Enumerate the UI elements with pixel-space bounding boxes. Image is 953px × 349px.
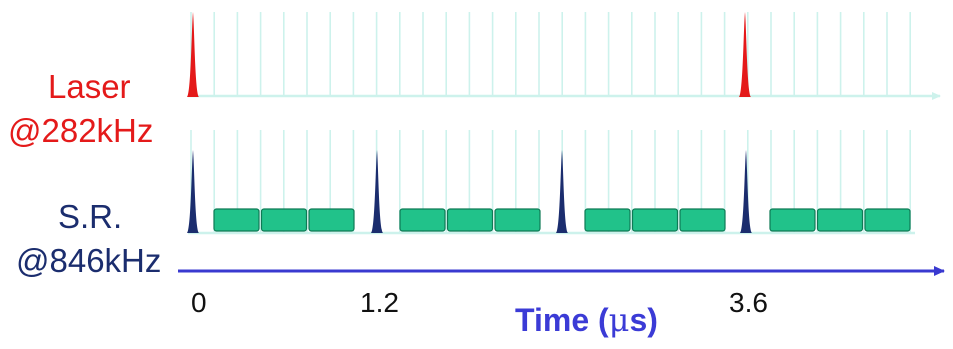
- bunch-bucket: [260, 208, 308, 232]
- sr-frequency-label: @846kHz: [16, 242, 162, 279]
- bunch-bucket: [769, 208, 816, 232]
- sr-pulse: [371, 150, 383, 233]
- laser-pulse: [187, 12, 199, 97]
- time-axis-title: Time (μs): [515, 301, 658, 339]
- tick-label-3-6: 3.6: [729, 287, 768, 318]
- laser-label: Laser: [48, 68, 131, 105]
- tick-label-1-2: 1.2: [360, 287, 399, 318]
- bunch-bucket: [399, 208, 446, 232]
- bunch-bucket: [631, 208, 679, 232]
- laser-pulses: [187, 12, 751, 97]
- bunch-bucket: [308, 208, 355, 232]
- laser-pulse: [739, 12, 751, 97]
- bunch-bucket: [446, 208, 494, 232]
- baselines: [188, 92, 941, 235]
- sr-pulse: [740, 150, 752, 233]
- grid-lines: [190, 12, 912, 232]
- bunch-bucket: [679, 208, 726, 232]
- sr-label: S.R.: [58, 198, 123, 235]
- time-unit-mu: μ: [608, 301, 630, 339]
- bunch-bucket: [213, 208, 260, 232]
- bunch-bucket: [864, 208, 911, 232]
- bunch-buckets: [213, 208, 911, 232]
- bunch-bucket: [584, 208, 631, 232]
- sr-pulse: [187, 150, 199, 233]
- bunch-bucket: [494, 208, 541, 232]
- bunch-bucket: [816, 208, 864, 232]
- sr-pulses: [187, 150, 752, 233]
- laser-frequency-label: @282kHz: [8, 112, 154, 149]
- sr-pulse: [556, 150, 568, 233]
- tick-label-0: 0: [191, 287, 207, 318]
